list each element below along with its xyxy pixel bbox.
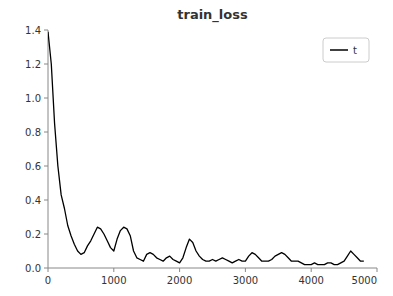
x-tick bbox=[311, 268, 312, 272]
x-tick-label: 1000 bbox=[101, 275, 126, 286]
y-tick-label: 0.4 bbox=[25, 195, 41, 206]
chart: train_loss 0 1000 2000 3000 4000 5000 0.0 0.2 0.4… bbox=[0, 0, 393, 296]
plot-area bbox=[48, 32, 364, 265]
x-tick-label: 0 bbox=[45, 275, 51, 286]
y-tick-label: 1.4 bbox=[25, 25, 41, 36]
y-tick bbox=[44, 268, 48, 269]
y-tick-label: 1.0 bbox=[25, 93, 41, 104]
x-tick bbox=[179, 268, 180, 272]
legend: t bbox=[323, 38, 369, 62]
x-tick bbox=[48, 268, 49, 272]
x-tick-label: 5000 bbox=[352, 275, 377, 286]
x-tick-label: 4000 bbox=[298, 275, 323, 286]
y-tick-label: 1.2 bbox=[25, 59, 41, 70]
y-tick bbox=[44, 30, 48, 31]
y-tick bbox=[44, 132, 48, 133]
y-tick-label: 0.6 bbox=[25, 161, 41, 172]
x-tick-label: 2000 bbox=[167, 275, 192, 286]
x-axis-line bbox=[48, 268, 377, 269]
x-tick-label: 3000 bbox=[233, 275, 258, 286]
legend-swatch bbox=[330, 49, 348, 51]
y-tick bbox=[44, 234, 48, 235]
title: train_loss bbox=[177, 7, 248, 23]
x-tick bbox=[245, 268, 246, 272]
y-tick-label: 0.2 bbox=[25, 229, 41, 240]
x-tick bbox=[113, 268, 114, 272]
y-tick bbox=[44, 98, 48, 99]
y-tick bbox=[44, 64, 48, 65]
y-tick bbox=[44, 200, 48, 201]
series-line bbox=[48, 32, 364, 265]
y-tick bbox=[44, 166, 48, 167]
y-tick-label: 0.8 bbox=[25, 127, 41, 138]
x-tick bbox=[377, 268, 378, 272]
y-tick-label: 0.0 bbox=[25, 263, 41, 274]
legend-label: t bbox=[353, 45, 357, 56]
y-axis-line bbox=[48, 30, 49, 268]
legend-box bbox=[323, 38, 369, 62]
